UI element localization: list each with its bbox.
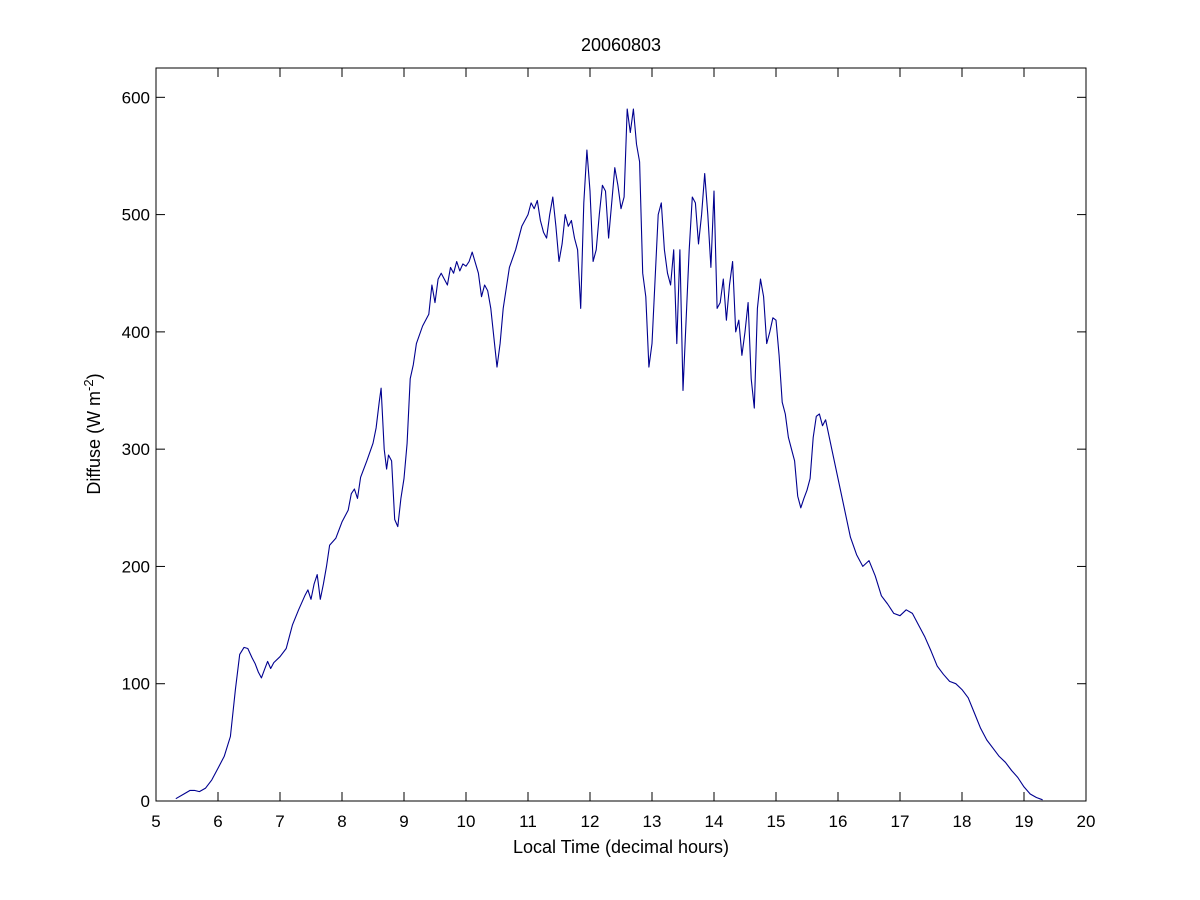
x-tick-label: 7 (275, 812, 284, 831)
y-tick-label: 0 (141, 792, 150, 811)
x-tick-label: 15 (767, 812, 786, 831)
x-tick-label: 20 (1077, 812, 1096, 831)
x-tick-label: 19 (1015, 812, 1034, 831)
diffuse-series-line (175, 108, 1043, 801)
x-tick-label: 12 (581, 812, 600, 831)
y-axis-title-superscript: -2 (81, 379, 96, 391)
x-tick-label: 9 (399, 812, 408, 831)
y-tick-label: 300 (122, 440, 150, 459)
y-tick-label: 600 (122, 88, 150, 107)
y-tick-label: 200 (122, 557, 150, 576)
x-tick-label: 5 (151, 812, 160, 831)
y-axis-title-suffix: ) (84, 373, 104, 379)
x-tick-label: 17 (891, 812, 910, 831)
x-tick-labels: 5 6 7 8 9 10 11 12 13 14 15 16 17 18 19 20 (151, 812, 1095, 831)
y-tick-label: 400 (122, 323, 150, 342)
y-tick-label: 100 (122, 675, 150, 694)
x-tick-label: 8 (337, 812, 346, 831)
x-tick-label: 16 (829, 812, 848, 831)
chart-title: 20060803 (581, 35, 661, 55)
y-axis-title-prefix: Diffuse (W m (84, 391, 104, 495)
x-tick-label: 18 (953, 812, 972, 831)
x-tick-label: 14 (705, 812, 724, 831)
x-axis-title: Local Time (decimal hours) (513, 837, 729, 857)
axis-ticks (155, 68, 1087, 802)
y-tick-label: 500 (122, 206, 150, 225)
x-tick-label: 10 (457, 812, 476, 831)
x-tick-label: 11 (519, 812, 537, 831)
y-axis-title: Diffuse (W m-2) (81, 373, 104, 494)
plot-area (155, 67, 1087, 802)
x-tick-label: 13 (643, 812, 662, 831)
x-tick-label: 6 (213, 812, 222, 831)
y-tick-labels: 0 100 200 300 400 500 600 (122, 88, 150, 811)
